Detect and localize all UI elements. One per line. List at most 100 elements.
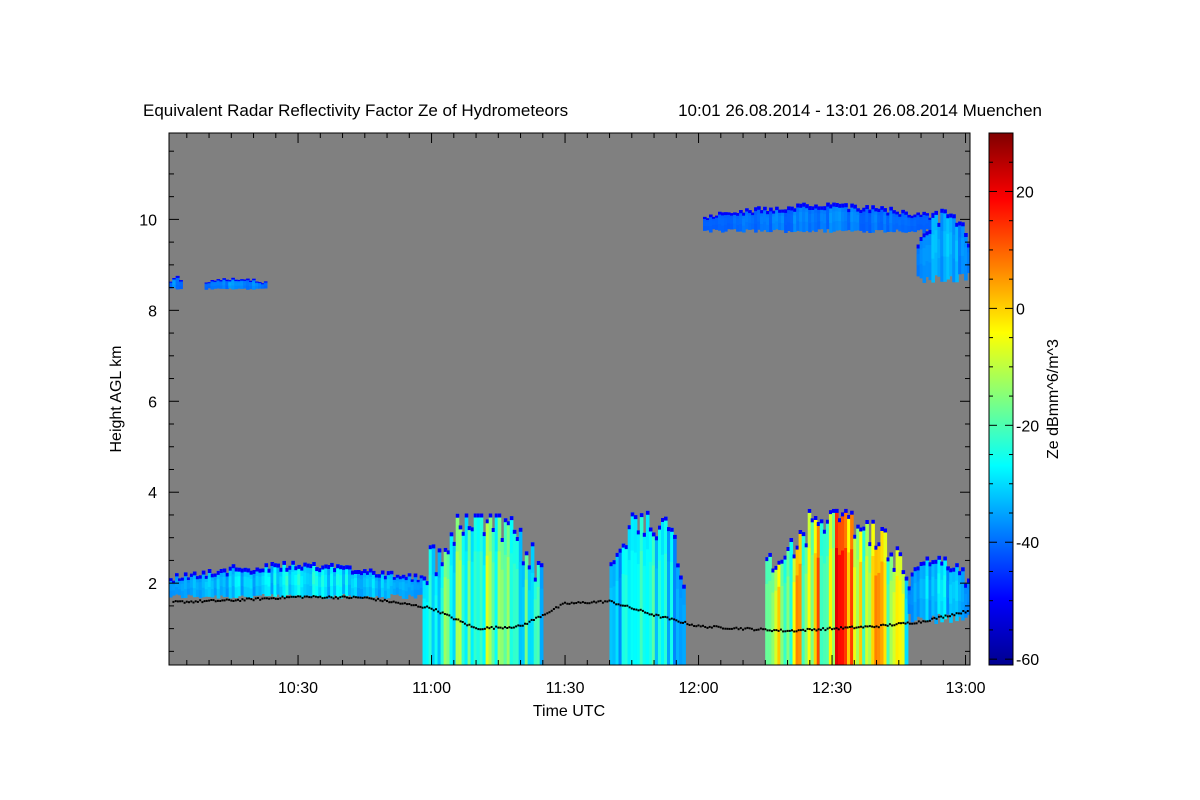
cloud-base-dot: [684, 620, 687, 623]
echo-edge: [252, 278, 256, 281]
cloud-base-dot: [512, 626, 515, 629]
echo-edge: [419, 575, 424, 579]
echo-core: [225, 282, 229, 286]
echo-edge: [772, 210, 776, 214]
echo-edge: [630, 512, 635, 517]
cloud-base-dot: [559, 603, 562, 606]
cloud-base-dot: [530, 618, 533, 621]
echo-core: [771, 592, 775, 665]
echo-core: [919, 249, 924, 264]
echo-edge: [940, 208, 944, 213]
echo-core: [324, 574, 328, 587]
echo-edge: [949, 213, 953, 218]
echo-edge: [844, 508, 848, 513]
echo-edge: [889, 206, 893, 211]
echo-core: [234, 576, 239, 588]
cloud-base-dot: [860, 625, 862, 628]
cloud-base-dot: [301, 596, 304, 599]
y-tick-label: 4: [148, 485, 157, 502]
cloud-base-dot: [880, 624, 882, 627]
cloud-base-dot: [697, 624, 700, 627]
cloud-base-dot: [517, 624, 520, 627]
echo-edge: [536, 561, 541, 565]
cloud-base-dot: [408, 603, 411, 605]
cloud-base-dot: [535, 616, 538, 619]
cloud-base-dot: [635, 608, 638, 611]
echo-core: [919, 219, 923, 225]
cloud-base-dot: [248, 597, 251, 600]
cloud-base-dot: [524, 622, 526, 625]
echo-core: [934, 579, 938, 602]
cloud-base-dot: [241, 598, 244, 601]
echo-core: [198, 582, 203, 591]
cloud-base-dot: [828, 626, 831, 629]
echo-edge: [533, 577, 538, 582]
echo-edge: [443, 547, 448, 552]
echo-core: [288, 574, 292, 585]
cloud-base-dot: [435, 608, 437, 611]
echo-core: [306, 573, 310, 585]
echo-core: [204, 582, 209, 590]
cloud-base-dot: [960, 612, 963, 615]
echo-edge: [825, 519, 830, 524]
cloud-base-dot: [757, 628, 760, 631]
cloud-base-dot: [368, 597, 371, 600]
cloud-base-dot: [223, 599, 226, 602]
echo-core: [345, 574, 349, 586]
cloud-base-dot: [328, 595, 331, 598]
reflectivity-echoes: [169, 202, 970, 665]
cloud-base-dot: [788, 629, 791, 632]
echo-edge: [240, 568, 245, 573]
echo-core: [715, 219, 719, 225]
cloud-base-markers: [172, 595, 969, 633]
echo-core: [249, 578, 254, 589]
echo-core: [425, 602, 430, 665]
echo-edge: [802, 202, 806, 207]
echo-core: [835, 211, 839, 221]
cloud-base-dot: [361, 596, 364, 599]
echo-edge: [916, 566, 921, 571]
echo-edge: [636, 530, 641, 535]
echo-edge: [318, 568, 322, 573]
cloud-base-dot: [755, 628, 758, 631]
echo-edge: [910, 572, 915, 577]
echo-core: [407, 579, 412, 588]
echo-edge: [452, 541, 457, 546]
echo-core: [497, 551, 502, 665]
cloud-base-dot: [228, 598, 231, 601]
cloud-base-dot: [472, 626, 475, 629]
echo-edge: [832, 202, 836, 207]
echo-edge: [371, 570, 376, 575]
cloud-base-dot: [677, 620, 680, 623]
echo-edge: [395, 574, 400, 578]
echo-edge: [898, 214, 902, 217]
echo-edge: [901, 209, 905, 214]
echo-core: [901, 216, 905, 225]
echo-edge: [661, 518, 665, 522]
cloud-base-dot: [746, 626, 749, 629]
echo-edge: [892, 210, 896, 214]
echo-core: [518, 562, 523, 665]
cloud-base-dot: [564, 601, 566, 604]
cloud-base-dot: [432, 609, 435, 612]
cloud-base-dot: [644, 611, 647, 614]
echo-core: [333, 576, 337, 586]
echo-edge: [255, 281, 259, 283]
echo-edge: [228, 280, 232, 282]
cloud-base-dot: [713, 625, 716, 628]
echo-core: [237, 282, 241, 286]
echo-edge: [769, 207, 773, 212]
cloud-base-dot: [917, 620, 920, 623]
echo-edge: [380, 570, 385, 575]
echo-edge: [781, 209, 785, 213]
cloud-base-dot: [194, 600, 197, 603]
cloud-base-dot: [359, 596, 362, 599]
echo-edge: [787, 206, 791, 211]
cloud-base-dot: [793, 630, 796, 633]
echo-edge: [964, 233, 968, 237]
echo-region: [422, 513, 544, 665]
echo-core: [285, 576, 289, 586]
echo-edge: [712, 216, 716, 219]
echo-core: [828, 548, 833, 665]
y-axis-label: Height AGL km: [108, 345, 125, 452]
